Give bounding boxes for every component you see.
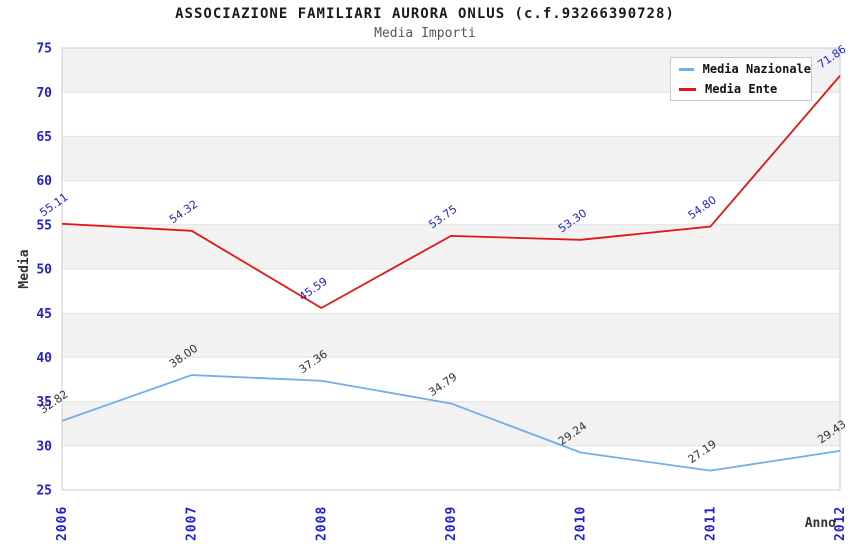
- y-axis-title: Media: [17, 249, 32, 288]
- point-label: 54.80: [686, 193, 719, 222]
- ente-line-swatch: [679, 87, 696, 91]
- point-label: 54.32: [167, 198, 200, 227]
- y-tick-label: 40: [36, 351, 52, 366]
- plot-band: [62, 224, 840, 269]
- x-tick-label: 2009: [444, 506, 459, 541]
- x-tick-label: 2012: [833, 506, 848, 541]
- y-tick-label: 75: [36, 42, 52, 57]
- legend-item-media-ente: Media Ente: [679, 82, 811, 96]
- y-tick-label: 25: [36, 484, 52, 499]
- y-tick-label: 70: [36, 86, 52, 101]
- point-label: 34.79: [426, 370, 459, 399]
- series-line: [61, 374, 841, 472]
- nazionale-line-swatch: [679, 67, 694, 71]
- y-tick-label: 55: [36, 218, 52, 233]
- x-axis-title: Anno: [805, 516, 836, 531]
- x-tick-label: 2007: [185, 506, 200, 541]
- plot-band: [62, 313, 840, 358]
- x-tick-label: 2011: [703, 506, 718, 541]
- legend-label-media-nazionale: Media Nazionale: [702, 62, 811, 76]
- y-tick-label: 50: [36, 263, 52, 278]
- plot-band: [62, 136, 840, 181]
- plot-band: [62, 401, 840, 446]
- y-tick-label: 60: [36, 174, 52, 189]
- x-tick-label: 2010: [574, 506, 589, 541]
- chart-title: ASSOCIAZIONE FAMILIARI AURORA ONLUS (c.f…: [175, 6, 675, 22]
- y-tick-label: 65: [36, 130, 52, 145]
- chart-legend: Media Nazionale Media Ente: [670, 57, 812, 101]
- plot-border: [61, 47, 841, 491]
- series-line: [61, 75, 841, 309]
- point-label: 55.11: [37, 191, 70, 220]
- chart-subtitle: Media Importi: [374, 26, 476, 41]
- point-label: 45.59: [297, 275, 330, 304]
- x-tick-label: 2006: [55, 506, 70, 541]
- y-tick-label: 35: [36, 395, 52, 410]
- legend-label-media-ente: Media Ente: [705, 82, 778, 96]
- legend-item-media-nazionale: Media Nazionale: [679, 62, 811, 76]
- y-tick-label: 30: [36, 439, 52, 454]
- y-tick-label: 45: [36, 307, 52, 322]
- x-tick-label: 2008: [314, 506, 329, 541]
